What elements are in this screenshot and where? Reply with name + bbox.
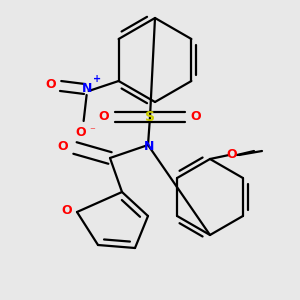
Text: ⁻: ⁻ xyxy=(90,126,96,136)
Text: O: O xyxy=(99,110,109,124)
Text: O: O xyxy=(62,203,72,217)
Text: O: O xyxy=(191,110,201,124)
Text: O: O xyxy=(58,140,68,152)
Text: O: O xyxy=(227,148,237,161)
Text: O: O xyxy=(45,77,56,91)
Text: O: O xyxy=(75,125,86,139)
Text: +: + xyxy=(93,74,101,84)
Text: N: N xyxy=(144,140,154,154)
Text: N: N xyxy=(81,82,92,95)
Text: S: S xyxy=(145,110,155,124)
